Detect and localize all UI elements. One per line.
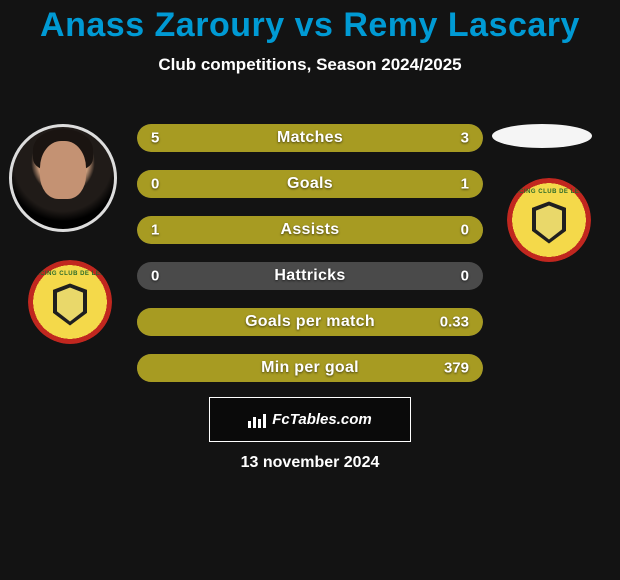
club-crest-left: RACING CLUB DE LENS [28,260,112,344]
club-crest-right: RACING CLUB DE LENS [507,178,591,262]
page-title: Anass Zaroury vs Remy Lascary [0,0,620,45]
comparison-bars: 5 3 Matches 0 1 Goals 1 0 Assists 0 0 Hattricks 0.33… [137,124,483,400]
stat-label: Matches [277,129,343,147]
stat-row: 1 0 Assists [137,216,483,244]
stat-value-right: 0 [461,222,469,239]
stat-value-right: 379 [444,360,469,377]
stat-value-right: 0.33 [440,314,469,331]
stat-row: 0 0 Hattricks [137,262,483,290]
player-left-photo [9,124,117,232]
stat-value-right: 0 [461,268,469,285]
source-label: FcTables.com [272,411,371,428]
crest-text-left: RACING CLUB DE LENS [30,271,109,277]
source-watermark: FcTables.com [209,397,411,442]
stat-label: Goals [287,175,333,193]
player-right-photo [492,124,592,148]
stat-label: Goals per match [245,313,375,331]
stat-label: Hattricks [274,267,345,285]
stat-value-left: 0 [151,176,159,193]
stat-value-left: 5 [151,130,159,147]
stat-value-right: 3 [461,130,469,147]
crest-text-right: RACING CLUB DE LENS [509,189,588,195]
stat-value-left: 1 [151,222,159,239]
stat-row: 379 Min per goal [137,354,483,382]
stat-row: 5 3 Matches [137,124,483,152]
stat-row: 0 1 Goals [137,170,483,198]
stat-value-left: 0 [151,268,159,285]
page-subtitle: Club competitions, Season 2024/2025 [0,55,620,75]
stat-row: 0.33 Goals per match [137,308,483,336]
stat-value-right: 1 [461,176,469,193]
chart-icon [248,412,266,428]
stat-label: Assists [280,221,339,239]
stat-label: Min per goal [261,359,359,377]
date-stamp: 13 november 2024 [241,454,380,472]
